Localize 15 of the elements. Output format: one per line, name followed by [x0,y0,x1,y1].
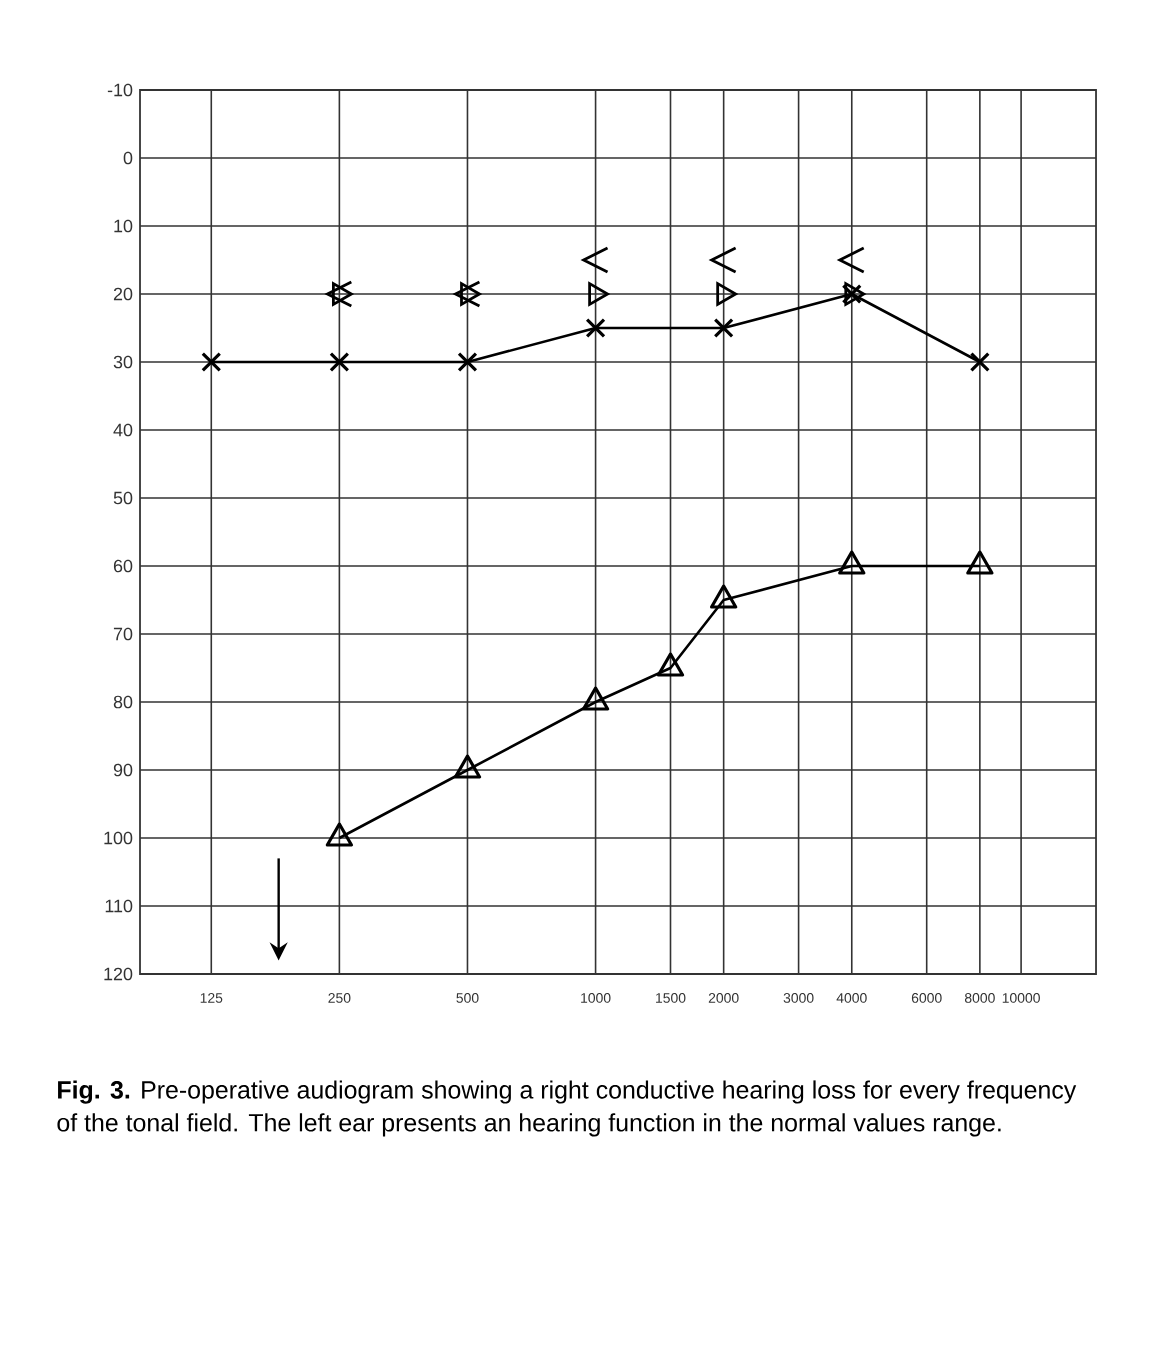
y-tick-label: 40 [113,423,133,437]
y-tick-label: 50 [113,491,133,505]
y-tick-label: 70 [113,627,133,641]
y-tick-label: 20 [113,287,133,301]
y-tick-label: 100 [104,831,133,845]
y-tick-label: 30 [113,355,133,369]
y-tick-label: 120 [104,967,133,981]
y-tick-label: 60 [113,559,133,573]
text: Fig. 3. Pre-operative audiogram showing a right conductive hearing loss for every frequency of the tonal field. The left ear presents an hearing function in the normal values range. [57,1080,1077,1137]
y-tick-label: 0 [123,151,133,165]
y-tick-label: 90 [113,763,133,777]
y-tick-label: 80 [113,695,133,709]
y-tick-label: 10 [114,219,133,233]
y-tick-label: 110 [105,899,133,913]
y-tick-label: -10 [107,83,133,97]
